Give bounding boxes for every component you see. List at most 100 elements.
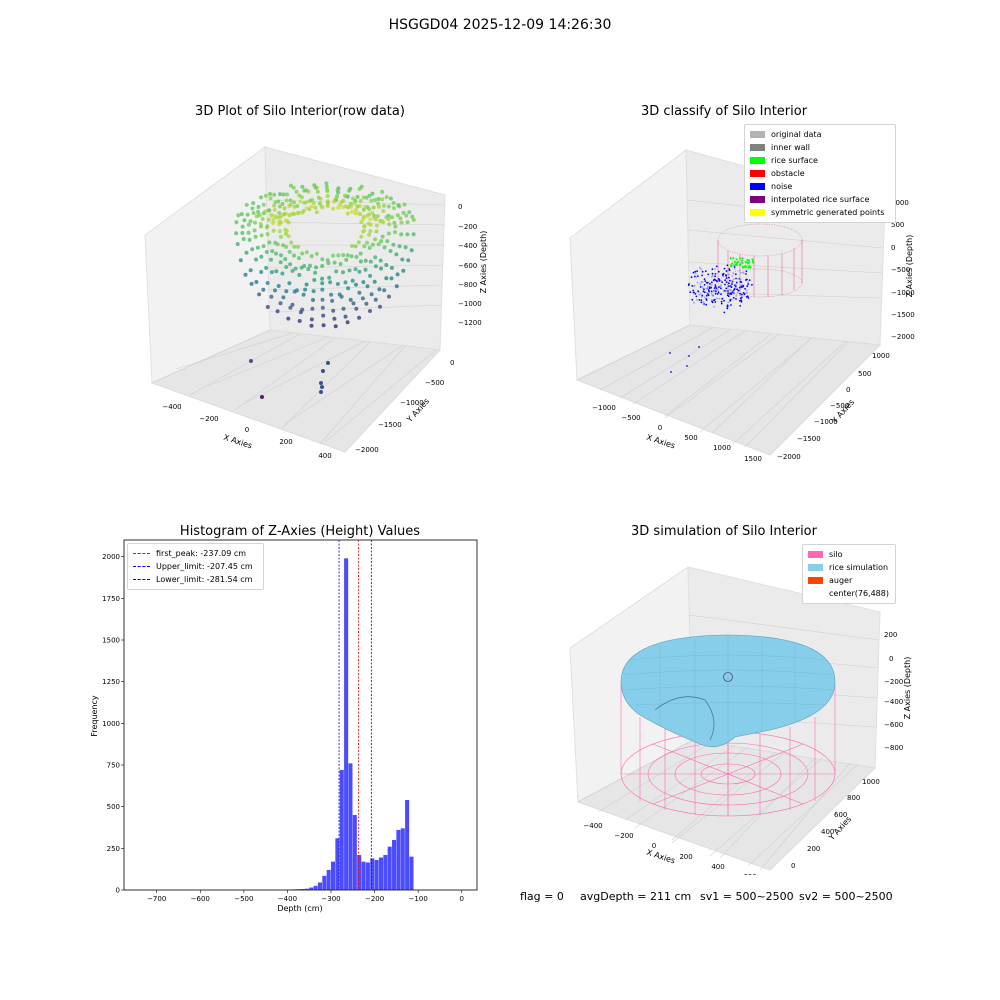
histogram-bar <box>313 885 318 890</box>
cloud-point <box>365 240 370 245</box>
noise-point <box>724 289 726 292</box>
z-axis: 0 −200 −400 −600 −800 −1000 −1200 Z Axie… <box>458 203 488 327</box>
cloud-point <box>304 250 309 255</box>
point-cloud <box>234 181 416 329</box>
noise-point <box>733 267 736 270</box>
x-tick: 400 <box>318 452 331 460</box>
x-axis-label: X Axies <box>645 433 676 451</box>
cloud-point <box>281 295 286 300</box>
cloud-point <box>278 192 282 197</box>
status-avg-depth: avgDepth = 211 cm <box>580 890 692 903</box>
cloud-point <box>320 281 325 286</box>
cloud-point <box>253 220 257 225</box>
histogram-bar <box>352 815 357 890</box>
cloud-point <box>248 268 253 273</box>
noise-point <box>690 276 693 279</box>
histogram-bar <box>326 870 331 890</box>
noise-point <box>725 290 728 293</box>
cloud-point <box>291 211 296 216</box>
legend-item: symmetric generated points <box>750 206 890 219</box>
noise-point <box>728 276 730 279</box>
noise-point <box>738 300 741 302</box>
noise-point <box>710 285 712 288</box>
cloud-point <box>374 229 379 234</box>
cloud-point <box>312 183 317 188</box>
cloud-point <box>320 297 325 302</box>
cloud-point <box>311 298 315 302</box>
cloud-point <box>345 211 350 216</box>
cloud-point <box>381 209 386 213</box>
cloud-point <box>387 222 392 227</box>
cloud-point <box>380 197 385 202</box>
cloud-point <box>287 213 292 218</box>
legend-item: silo <box>808 548 890 561</box>
noise-point <box>707 285 709 288</box>
cloud-point <box>368 259 373 264</box>
panel1-plot: −400 −200 0 200 400 X Axies 0 −500 −1000… <box>144 146 488 460</box>
legend-item: rice simulation <box>808 561 890 574</box>
noise-point <box>696 275 699 277</box>
cloud-point <box>353 198 358 203</box>
cloud-point <box>271 221 276 225</box>
noise-point <box>689 291 692 293</box>
cloud-point <box>288 198 293 203</box>
noise-point <box>739 292 741 295</box>
cloud-point <box>348 297 353 302</box>
y-tick: −2000 <box>355 446 379 454</box>
z-tick: −200 <box>884 678 903 686</box>
cloud-point <box>348 201 353 206</box>
noise-point <box>712 279 715 282</box>
cloud-point <box>384 276 389 281</box>
z-tick: 0 <box>891 244 895 252</box>
noise-point <box>725 275 727 277</box>
noise-point <box>703 288 705 291</box>
cloud-point <box>269 270 274 275</box>
cloud-point <box>303 287 308 292</box>
noise-point <box>711 283 713 286</box>
cloud-point <box>280 202 285 206</box>
x-tick: −400 <box>278 895 297 903</box>
y-tick: 0 <box>846 386 850 394</box>
z-tick: 0 <box>458 203 462 211</box>
silo-wireframe <box>620 684 836 817</box>
cloud-point <box>386 213 391 218</box>
noise-point <box>723 267 726 270</box>
cloud-point <box>344 257 349 262</box>
cloud-point <box>257 213 262 218</box>
noise-point <box>732 296 735 299</box>
cloud-point <box>259 254 264 259</box>
cloud-point <box>284 198 289 203</box>
noise-point <box>710 292 713 295</box>
panel3-title: Histogram of Z-Axies (Height) Values <box>179 524 421 539</box>
cloud-point <box>324 181 329 186</box>
noise-point <box>700 268 703 271</box>
legend-swatch <box>750 183 765 190</box>
cloud-point <box>373 255 378 260</box>
cloud-point <box>373 264 378 269</box>
noise-point <box>714 275 716 278</box>
cloud-point <box>267 208 271 213</box>
y-tick: 200 <box>807 845 820 853</box>
z-tick: 0 <box>889 655 893 663</box>
cloud-point <box>236 213 241 218</box>
noise-point <box>729 289 732 291</box>
noise-point <box>731 275 734 277</box>
noise-point <box>703 284 706 286</box>
x-tick: 600 <box>743 873 756 875</box>
cloud-point <box>391 201 396 205</box>
noise-point <box>714 288 717 291</box>
cloud-point <box>325 194 330 198</box>
x-tick: 0 <box>652 842 656 850</box>
legend-item: rice surface <box>750 154 890 167</box>
cloud-point <box>295 204 300 209</box>
cloud-point <box>294 189 299 194</box>
cloud-point <box>241 237 246 241</box>
noise-point <box>745 270 748 273</box>
cloud-point <box>296 244 300 249</box>
cloud-point <box>341 198 346 203</box>
x-tick: 500 <box>684 434 697 442</box>
cloud-point <box>338 202 342 207</box>
cloud-point <box>346 205 351 210</box>
noise-point <box>742 292 745 294</box>
cloud-point <box>368 217 373 222</box>
